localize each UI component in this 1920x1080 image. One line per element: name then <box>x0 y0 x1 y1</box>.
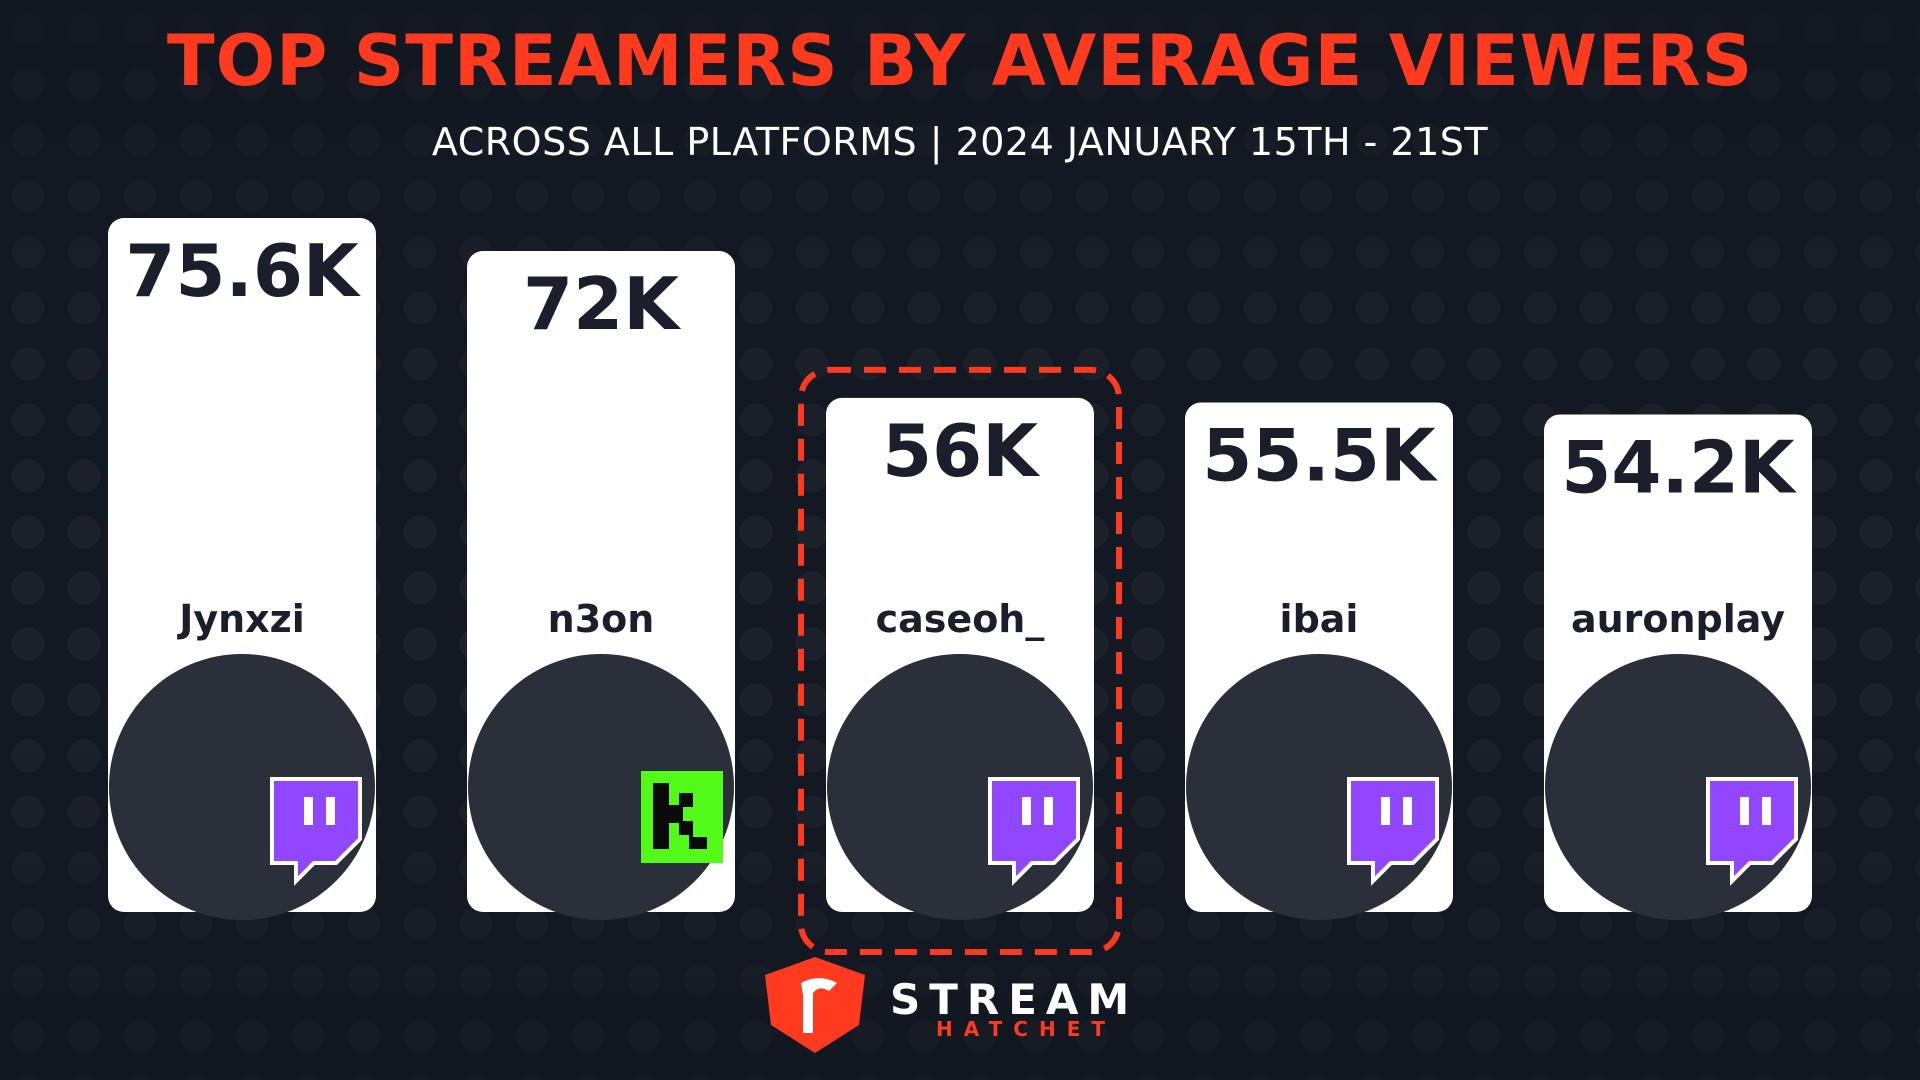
value-label: 55.5K <box>1202 414 1438 498</box>
twitch-icon <box>270 777 362 886</box>
twitch-icon <box>988 777 1080 886</box>
category-label: auronplay <box>1571 597 1785 641</box>
category-label: n3on <box>548 597 655 641</box>
stream-hatchet-logo-icon <box>765 957 865 1053</box>
highlight-frame <box>798 366 1122 956</box>
chart-subtitle: ACROSS ALL PLATFORMS | 2024 JANUARY 15TH… <box>431 120 1489 164</box>
brand-name: STREAM <box>890 975 1139 1024</box>
bar-group: 54.2K auronplay <box>1544 414 1812 920</box>
category-label: Jynxzi <box>176 597 305 641</box>
category-label: caseoh_ <box>876 597 1045 641</box>
bar-group: 56K caseoh_ <box>798 366 1122 956</box>
value-label: 56K <box>882 409 1040 493</box>
value-label: 75.6K <box>125 229 361 313</box>
brand-subname: HATCHET <box>936 1017 1117 1041</box>
twitch-icon <box>1706 777 1798 886</box>
bar-group: 55.5K ibai <box>1185 402 1453 920</box>
value-label: 72K <box>523 262 681 346</box>
kick-icon <box>641 771 723 863</box>
value-label: 54.2K <box>1561 425 1797 509</box>
bar-group: 72K n3on <box>467 251 735 920</box>
bar-group: 75.6K Jynxzi <box>108 218 376 920</box>
chart-title: TOP STREAMERS BY AVERAGE VIEWERS <box>166 20 1754 102</box>
category-label: ibai <box>1280 597 1359 641</box>
twitch-icon <box>1347 777 1439 886</box>
